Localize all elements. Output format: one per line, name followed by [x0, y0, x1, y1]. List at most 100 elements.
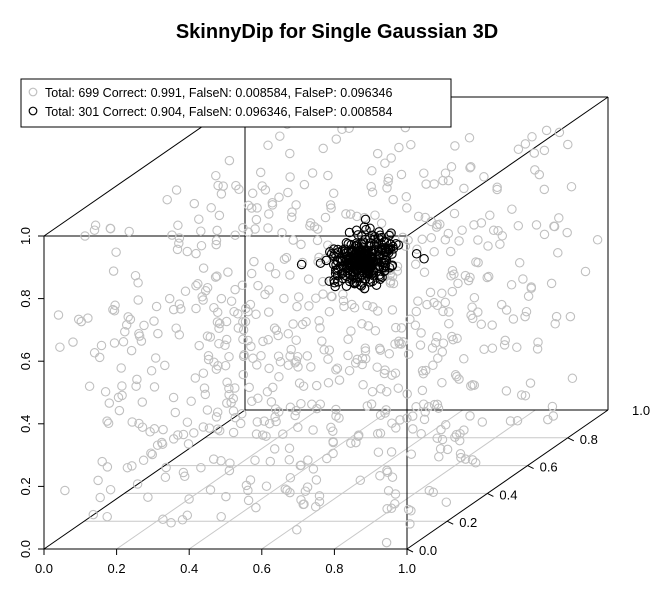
point-uniform: [431, 222, 442, 232]
point-uniform: [435, 219, 445, 230]
point-uniform: [214, 210, 225, 221]
point-gaussian: [330, 281, 340, 292]
point-uniform: [357, 359, 367, 370]
point-uniform: [410, 259, 421, 270]
point-uniform: [487, 320, 497, 330]
point-uniform: [442, 444, 453, 455]
point-uniform: [224, 383, 234, 394]
point-uniform: [291, 335, 301, 345]
point-uniform: [530, 165, 540, 175]
point-uniform: [402, 389, 412, 399]
point-uniform: [216, 456, 226, 466]
point-uniform: [466, 381, 476, 391]
point-gaussian: [349, 261, 360, 271]
axis-tick: [406, 548, 414, 553]
point-uniform: [275, 357, 286, 367]
point-uniform: [127, 461, 137, 471]
point-uniform: [521, 306, 532, 317]
point-uniform: [417, 234, 427, 245]
point-uniform: [88, 509, 99, 520]
point-gaussian: [296, 259, 307, 270]
point-gaussian: [369, 266, 379, 276]
point-uniform: [296, 239, 306, 250]
point-uniform: [230, 383, 240, 393]
point-uniform: [180, 286, 191, 297]
x-tick-label: 0.8: [325, 561, 343, 576]
point-uniform: [277, 228, 287, 238]
point-uniform: [221, 334, 232, 345]
point-uniform: [204, 423, 215, 433]
point-uniform: [132, 479, 143, 489]
point-uniform: [233, 323, 244, 333]
point-uniform: [380, 158, 390, 168]
point-uniform: [302, 351, 313, 361]
point-uniform: [390, 489, 401, 499]
point-uniform: [467, 302, 477, 312]
point-uniform: [111, 247, 121, 257]
point-uniform: [306, 362, 316, 372]
point-uniform: [334, 375, 345, 385]
point-uniform: [372, 148, 383, 159]
point-uniform: [108, 304, 118, 315]
point-uniform: [150, 353, 161, 363]
point-gaussian: [374, 227, 384, 237]
point-uniform: [412, 244, 422, 255]
point-uniform: [284, 455, 295, 465]
point-uniform: [202, 405, 213, 415]
point-uniform: [243, 485, 253, 496]
point-uniform: [437, 347, 448, 357]
point-uniform: [296, 495, 306, 505]
point-uniform: [273, 330, 283, 341]
point-uniform: [116, 363, 126, 373]
point-gaussian: [384, 262, 395, 273]
point-uniform: [473, 257, 483, 268]
point-uniform: [239, 350, 249, 360]
point-uniform: [308, 425, 318, 435]
point-uniform: [438, 175, 448, 186]
point-gaussian: [330, 265, 341, 275]
point-uniform: [243, 306, 253, 317]
point-uniform: [450, 432, 460, 442]
point-uniform: [96, 340, 107, 351]
point-uniform: [109, 306, 120, 316]
point-uniform: [191, 280, 201, 291]
point-uniform: [366, 181, 376, 192]
point-uniform: [182, 510, 193, 521]
point-uniform: [436, 424, 446, 435]
point-uniform: [432, 399, 443, 410]
point-uniform: [269, 444, 280, 454]
point-uniform: [450, 370, 461, 380]
point-uniform: [196, 226, 206, 236]
point-gaussian: [419, 254, 429, 264]
point-uniform: [403, 504, 414, 515]
point-uniform: [178, 467, 189, 478]
point-uniform: [415, 340, 426, 350]
point-uniform: [292, 525, 302, 535]
point-uniform: [203, 351, 214, 361]
point-uniform: [198, 368, 209, 378]
box-edge: [406, 96, 609, 237]
point-uniform: [259, 416, 270, 426]
point-uniform: [386, 447, 397, 457]
point-uniform: [256, 351, 266, 361]
point-uniform: [263, 140, 273, 151]
axis-tick: [567, 437, 575, 442]
point-uniform: [344, 365, 355, 376]
point-uniform: [380, 408, 390, 418]
point-uniform: [401, 192, 412, 202]
point-uniform: [352, 354, 363, 365]
point-uniform: [251, 309, 261, 320]
point-uniform: [446, 271, 456, 281]
point-gaussian: [325, 247, 335, 257]
point-uniform: [492, 182, 502, 193]
point-uniform: [211, 170, 221, 181]
z-tick-label: 0.8: [18, 290, 33, 308]
point-uniform: [263, 307, 274, 317]
point-uniform: [270, 268, 281, 279]
point-uniform: [203, 354, 214, 365]
point-uniform: [216, 293, 227, 304]
point-uniform: [345, 209, 356, 219]
legend-marker-gaussian: [28, 106, 38, 116]
point-uniform: [381, 386, 392, 397]
point-uniform: [104, 398, 115, 408]
